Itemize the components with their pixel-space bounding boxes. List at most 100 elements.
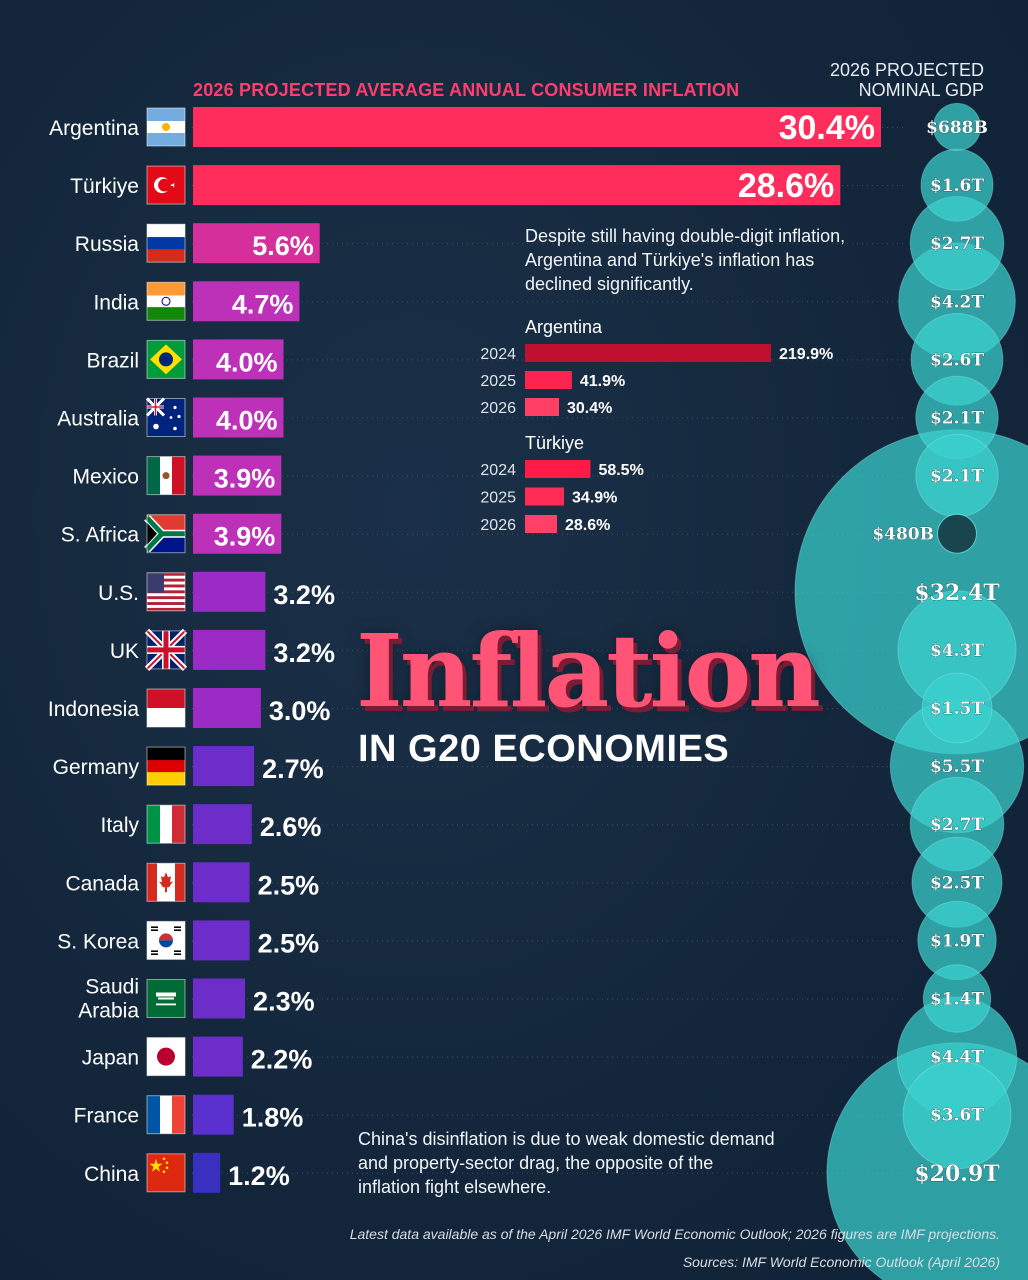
flag-part xyxy=(174,929,181,931)
flag-border xyxy=(146,339,186,379)
value-label-italy: 2.6% xyxy=(260,812,322,842)
country-flags xyxy=(144,107,188,1193)
flag-part xyxy=(147,805,160,844)
flag-part xyxy=(147,590,185,594)
gdp-label: $4.3T xyxy=(930,641,984,661)
flag-part xyxy=(147,760,185,773)
flag-part xyxy=(147,572,185,576)
flag-part xyxy=(165,1161,169,1165)
main-title: Inflation xyxy=(356,612,821,730)
flag-border xyxy=(146,281,186,321)
country-label-s-korea: S. Korea xyxy=(57,930,139,953)
inflation-bars: 30.4% 28.6% 5.6% 4.7% 4.0% 4.0% 3.9% 3.9% 3.2% 3.… xyxy=(193,107,881,1193)
value-label-france: 1.8% xyxy=(242,1103,304,1133)
flag-part xyxy=(147,772,185,786)
gdp-label: $2.1T xyxy=(930,467,984,487)
bar-australia xyxy=(193,397,284,438)
flag-part xyxy=(147,133,185,146)
country-label-france: France xyxy=(74,1105,139,1128)
bar-brazil xyxy=(193,339,284,380)
flag-part xyxy=(162,1157,166,1161)
gdp-header-line2: NOMINAL GDP xyxy=(858,80,984,100)
mini-value-label: 34.9% xyxy=(572,490,617,507)
flag-part xyxy=(153,423,159,430)
china-annotation: China's disinflation is due to weak dome… xyxy=(358,1129,775,1197)
gdp-label: $1.4T xyxy=(930,990,984,1010)
brazil-flag xyxy=(146,339,186,379)
country-labels: Argentina Türkiye Russia India Brazil Austral… xyxy=(48,117,140,1186)
bar-canada xyxy=(193,862,250,903)
flag-part xyxy=(151,950,158,952)
flag-part xyxy=(172,456,185,495)
flag-part xyxy=(147,607,185,611)
flag-part xyxy=(156,1003,176,1006)
flag-part xyxy=(162,472,170,480)
australia-flag xyxy=(145,397,186,437)
country-label-italy: Italy xyxy=(100,814,139,837)
flag-part xyxy=(172,1095,185,1134)
canada-flag xyxy=(146,862,186,902)
footer-sources: Sources: IMF World Economic Outlook (Apr… xyxy=(682,1254,1000,1270)
mini-bar xyxy=(525,344,771,362)
country-label-indonesia: Indonesia xyxy=(48,698,139,721)
flag-part xyxy=(147,282,185,296)
inflation-axis-header: 2026 PROJECTED AVERAGE ANNUAL CONSUMER I… xyxy=(193,80,740,100)
mini-year-label: 2024 xyxy=(480,462,516,479)
flag-part xyxy=(174,953,181,955)
flag-border xyxy=(146,804,186,844)
bar-germany xyxy=(193,746,255,787)
flag-part xyxy=(160,805,172,844)
flag-part xyxy=(160,1095,172,1134)
gdp-label: $4.4T xyxy=(930,1048,984,1068)
argentina-turkiye-annotation: Despite still having double-digit inflat… xyxy=(525,226,846,294)
mini-value-label: 28.6% xyxy=(565,517,610,534)
china-flag xyxy=(146,1153,186,1193)
bar-india xyxy=(193,281,300,322)
value-label-india: 4.7% xyxy=(232,289,294,319)
flag-part xyxy=(162,1170,166,1174)
indonesia-flag xyxy=(146,688,186,728)
flag-part xyxy=(147,747,185,761)
gdp-label: $3.6T xyxy=(930,1106,984,1126)
flag-part xyxy=(158,178,171,192)
saudi-arabia-flag xyxy=(146,979,186,1018)
flag-part xyxy=(170,182,175,188)
country-label-japan: Japan xyxy=(82,1047,139,1070)
mini-year-label: 2024 xyxy=(480,346,516,363)
value-label-s-africa: 3.9% xyxy=(214,522,276,552)
gdp-header-line1: 2026 PROJECTED xyxy=(829,60,984,80)
value-label-s-korea: 2.5% xyxy=(258,928,320,958)
country-label-australia: Australia xyxy=(57,408,139,431)
mini-bar xyxy=(525,398,559,416)
gdp-label: $1.6T xyxy=(930,176,984,196)
flag-part xyxy=(145,515,185,552)
flag-part xyxy=(173,405,177,410)
country-label-germany: Germany xyxy=(53,756,140,779)
gdp-label: $1.5T xyxy=(930,699,984,719)
flag-border xyxy=(146,979,186,1018)
turkiye-flag xyxy=(146,165,186,205)
flag-part xyxy=(151,929,158,931)
mini-year-label: 2026 xyxy=(480,400,516,417)
flag-part xyxy=(159,933,173,941)
value-label-indonesia: 3.0% xyxy=(269,696,331,726)
flag-border xyxy=(146,456,186,496)
flag-part xyxy=(147,522,157,545)
flag-part xyxy=(174,950,181,952)
mini-bar xyxy=(525,371,572,389)
flag-part xyxy=(159,940,173,948)
value-label-mexico: 3.9% xyxy=(214,464,276,494)
bar-s-korea xyxy=(193,920,250,961)
bar-s-africa xyxy=(193,513,282,554)
value-label-japan: 2.2% xyxy=(251,1045,313,1075)
country-label-t-rkiye: Türkiye xyxy=(70,175,139,198)
flag-part xyxy=(147,224,185,238)
bar-italy xyxy=(193,804,252,845)
argentina-flag xyxy=(146,107,186,147)
flag-border xyxy=(146,920,186,960)
country-label-mexico: Mexico xyxy=(72,466,139,489)
value-label-russia: 5.6% xyxy=(252,231,314,261)
flag-part xyxy=(147,863,157,902)
